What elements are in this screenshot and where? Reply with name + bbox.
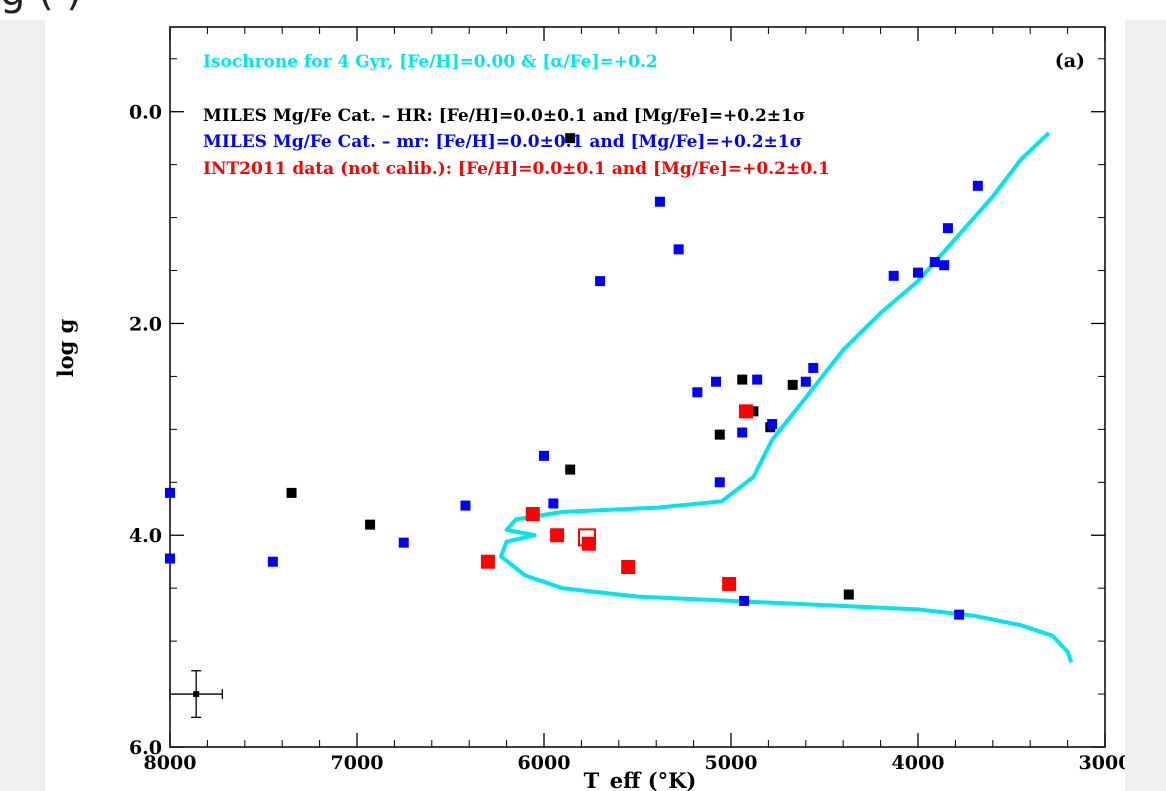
series-2-open-point [578,528,597,547]
series-1-point [942,223,953,234]
series-1-point [808,362,819,373]
isochrone-group [499,131,1074,663]
series-0-point [737,374,748,385]
series-1-point [165,553,175,564]
series-1-point [398,537,409,548]
axis-group: 8000 7000 6000 5000 4000 3000 0.0 2.0 4.0 6.0 [129,27,1125,774]
series-0-point [286,487,297,498]
series-2-point [525,507,540,522]
caption-fragment: g ( ) [0,0,1166,20]
series-0-point [748,406,759,417]
series-2-point [581,536,596,551]
legend-entry: INT2011 data (not calib.): [Fe/H]=0.0±0.… [203,159,830,179]
y-axis-title: log g [53,318,78,377]
series-1-point [954,609,965,620]
series-1-point [539,450,549,461]
legend-entry: Isochrone for 4 Gyr, [Fe/H]=0.00 & [α/Fe… [203,52,658,72]
y-tick-label: 6.0 [129,737,162,759]
series-1-point [165,487,175,498]
chart-panel: 8000 7000 6000 5000 4000 3000 0.0 2.0 4.0 6.0 Iso… [45,20,1125,791]
x-tick-label: 4000 [892,752,945,774]
x-tick-label: 7000 [331,752,384,774]
series-0-point [843,589,854,600]
series-1-point [595,276,606,287]
error-bar-center [193,691,200,698]
panel-label: (a) [1055,50,1085,72]
series-0-point [565,133,576,144]
x-axis-title: T_eff (°K) [584,768,697,791]
series-0-point [365,519,376,530]
series-2-point [621,560,636,574]
series-1-point [654,196,665,207]
series-2-point [722,576,737,591]
series-2-point [550,528,565,543]
legend-entry: MILES Mg/Fe Cat. – mr: [Fe/H]=0.0±0.1 an… [203,132,802,152]
x-tick-label: 5000 [705,752,758,774]
series-1-point [913,267,923,278]
series-2-point [480,554,495,569]
series-1-point [460,500,471,511]
x-tick-label: 3000 [1079,752,1125,774]
plot-frame [169,26,1106,748]
series-1-point [800,376,811,387]
series-1-point [267,556,278,567]
series-0-point [565,464,576,475]
x-tick-label: 8000 [144,752,197,774]
series-1-point [939,260,950,271]
series-1-point [692,387,703,398]
y-tick-label: 0.0 [129,102,162,124]
series-1-point [673,244,684,255]
x-tick-label: 6000 [518,752,571,774]
series-1-point [714,477,725,488]
series-0-point [787,379,798,390]
top-strip: g ( ) [0,0,1166,20]
series-1-point [767,419,778,430]
series-2-point [738,404,753,419]
legend-group: Isochrone for 4 Gyr, [Fe/H]=0.00 & [α/Fe… [203,52,830,179]
isochrone-curve [499,131,1074,663]
series-1-point [737,427,748,438]
series-1-point [739,595,750,606]
series-1-point [888,270,899,281]
series-1-point [752,374,763,385]
points-group [165,133,983,620]
series-1-point [972,180,983,191]
y-tick-label: 2.0 [129,313,162,335]
error-bar-group [169,670,224,719]
scatter-chart: 8000 7000 6000 5000 4000 3000 0.0 2.0 4.0 6.0 Iso… [53,26,1125,791]
legend-entry: MILES Mg/Fe Cat. – HR: [Fe/H]=0.0±0.1 an… [203,106,805,126]
series-1-point [548,498,559,509]
series-1-point [711,376,722,387]
series-1-point [929,257,940,268]
series-0-point [714,429,725,440]
y-tick-label: 4.0 [129,525,162,547]
